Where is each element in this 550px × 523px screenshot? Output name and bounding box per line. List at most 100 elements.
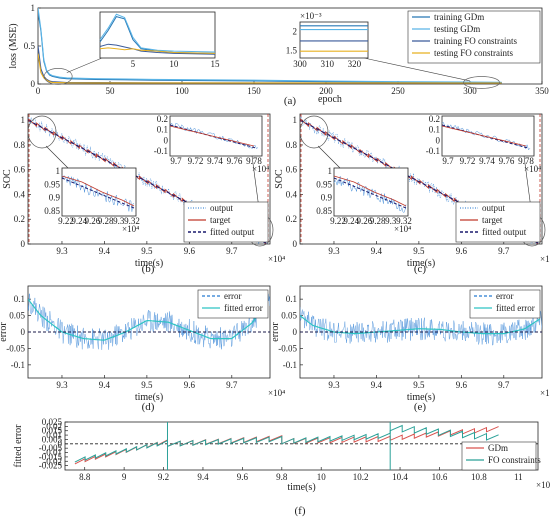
inset-exponent: ×10⁴ bbox=[524, 164, 541, 174]
inset-x-tick-label: 9.26 bbox=[85, 216, 101, 226]
inset-y-tick-label: 0.9 bbox=[49, 193, 61, 203]
inset-y-tick-label: 0 bbox=[436, 135, 441, 145]
fitted-error-series bbox=[74, 424, 499, 463]
x-exponent: ×10⁴ bbox=[536, 480, 550, 490]
legend: error fitted error bbox=[469, 289, 541, 319]
y-tick-label: -0.01 bbox=[43, 448, 62, 458]
inset-target-line bbox=[61, 175, 135, 207]
legend-box bbox=[197, 289, 269, 319]
x-tick-label: 11 bbox=[514, 472, 523, 482]
legend-entry: GDm bbox=[488, 443, 508, 453]
y-tick-label: 0.015 bbox=[42, 426, 63, 436]
y-tick-label: 0.01 bbox=[46, 430, 62, 440]
inset-exponent: ×10⁻³ bbox=[300, 11, 322, 21]
inset-start: 9.229.249.269.28 9.3 9.32 1 0.95 0.9 0.85 ×10⁴ bbox=[316, 145, 412, 234]
legend-entry: error bbox=[224, 291, 242, 301]
x-tick-label: 250 bbox=[391, 86, 405, 96]
inset-fitted-line bbox=[333, 177, 407, 209]
panel-caption: (c) bbox=[414, 263, 427, 275]
x-tick-label: 9.3 bbox=[56, 380, 68, 390]
inset-output-line bbox=[333, 176, 407, 214]
x-tick-label: 9.8 bbox=[276, 472, 288, 482]
y-tick-label: 0 bbox=[21, 327, 26, 337]
y-axis-label: fitted error bbox=[13, 424, 24, 468]
inset-end: 9.7 9.72 9.74 9.76 9.78 0.20.10-0.1 ×10⁴ bbox=[154, 114, 269, 217]
x-tick-label: 0 bbox=[36, 86, 41, 96]
x-tick-label: 9.4 bbox=[99, 246, 111, 256]
panel-caption: (a) bbox=[284, 95, 297, 107]
inset-x-tick-label: 9.24 bbox=[71, 216, 87, 226]
inset-y-tick-label: 0.85 bbox=[44, 206, 60, 216]
x-tick-label: 10 bbox=[317, 472, 327, 482]
y-tick-label: -0.05 bbox=[6, 343, 25, 353]
panel-d: 9.3 9.4 9.5 9.6 9.7 -0.1 -0.05 0 0.05 0.1 time(s) e… bbox=[0, 285, 285, 413]
inset-y-tick-label: -0.1 bbox=[154, 146, 168, 156]
x-tick-label: 9.3 bbox=[328, 246, 340, 256]
inset-x-tick-label: 9.32 bbox=[124, 216, 140, 226]
y-tick-label: 0.2 bbox=[286, 214, 297, 224]
inset-y-tick-label: 0.1 bbox=[429, 125, 440, 135]
y-tick-label: 0.2 bbox=[14, 214, 25, 224]
inset-start: 9.229.249.269.28 9.3 9.32 1 0.95 0.9 0.85 ×10⁴ bbox=[44, 145, 140, 234]
inset-x-tick-label: 15 bbox=[211, 59, 221, 69]
legend-entry: training FO constraints bbox=[434, 36, 517, 46]
x-axis-label: time(s) bbox=[287, 482, 315, 493]
inset-x-tick-label: 9.28 bbox=[370, 216, 386, 226]
legend-entry: output bbox=[482, 203, 506, 213]
inset-y-tick-label: 1.5 bbox=[286, 45, 298, 55]
inset-y-tick-label: 0.1 bbox=[157, 125, 168, 135]
x-axis-label: time(s) bbox=[407, 392, 435, 403]
highlight-ellipse bbox=[43, 68, 73, 85]
y-tick-label: 0.1 bbox=[14, 294, 25, 304]
legend-entry: FO constraints bbox=[488, 455, 541, 465]
highlight-ellipse bbox=[27, 115, 57, 149]
x-tick-label: 9.7 bbox=[226, 246, 238, 256]
inset-x-tick-label: 9.3 bbox=[385, 216, 397, 226]
x-tick-label: 9.4 bbox=[197, 472, 209, 482]
panel-c: 9.3 9.4 9.5 9.6 9.7 0 0.2 0.4 0.6 0.8 1 time(s) SOC ×… bbox=[274, 113, 550, 275]
legend-entry: target bbox=[210, 215, 231, 225]
legend-box bbox=[183, 201, 269, 243]
inset-target-line bbox=[333, 175, 407, 207]
x-axis-label: time(s) bbox=[135, 392, 163, 403]
inset-y-tick-label: 0 bbox=[164, 135, 169, 145]
y-tick-label: -0.1 bbox=[11, 360, 25, 370]
inset-x-tick-label: 9.76 bbox=[227, 156, 243, 166]
series-line bbox=[38, 8, 502, 83]
x-tick-label: 9.4 bbox=[371, 246, 383, 256]
inset-y-tick-label: 0.2 bbox=[157, 114, 168, 124]
y-tick-label: -0.02 bbox=[43, 456, 62, 466]
legend-entry: testing FO constraints bbox=[434, 48, 513, 58]
x-tick-label: 9.7 bbox=[498, 246, 510, 256]
inset-y-tick-label: 1 bbox=[56, 166, 61, 176]
x-tick-label: 150 bbox=[247, 86, 261, 96]
legend: output target fitted output bbox=[455, 201, 541, 243]
x-tick-label: 9 bbox=[122, 472, 127, 482]
y-tick-label: 0.005 bbox=[42, 434, 63, 444]
highlight-ellipse bbox=[299, 115, 329, 149]
inset-x-tick-label: 9.26 bbox=[357, 216, 373, 226]
x-tick-label: 9.7 bbox=[226, 380, 238, 390]
inset-x-tick-label: 9.3 bbox=[113, 216, 125, 226]
legend-entry: fitted output bbox=[482, 227, 527, 237]
y-tick-label: 0.5 bbox=[24, 41, 36, 51]
legend: error fitted error bbox=[197, 289, 269, 319]
x-tick-label: 10.4 bbox=[392, 472, 408, 482]
error-line bbox=[28, 291, 270, 350]
x-tick-label: 10.8 bbox=[471, 472, 487, 482]
y-tick-label: 0.8 bbox=[286, 140, 298, 150]
inset-x-tick-label: 9.32 bbox=[396, 216, 412, 226]
x-tick-label: 9.5 bbox=[413, 246, 425, 256]
inset-box bbox=[441, 115, 535, 157]
inset-output-line bbox=[61, 174, 135, 212]
x-tick-label: 100 bbox=[175, 86, 189, 96]
inset-target-line bbox=[441, 125, 527, 147]
panel-e: 9.3 9.4 9.5 9.6 9.7 -0.1 -0.05 0 0.05 0.1 time(s) e… bbox=[270, 285, 550, 413]
panel-f: 8.8 9 9.2 9.4 9.6 9.8 10 10.2 10.4 10.6 10.8 11 -0.0… bbox=[13, 417, 550, 517]
legend: GDm FO constraints bbox=[461, 441, 541, 471]
x-exponent: ×10⁴ bbox=[268, 254, 285, 264]
inset-x-tick-label: 9.28 bbox=[98, 216, 114, 226]
legend-entry: error bbox=[496, 291, 514, 301]
x-tick-label: 9.6 bbox=[184, 380, 196, 390]
inset-x-tick-label: 9.22 bbox=[58, 216, 74, 226]
